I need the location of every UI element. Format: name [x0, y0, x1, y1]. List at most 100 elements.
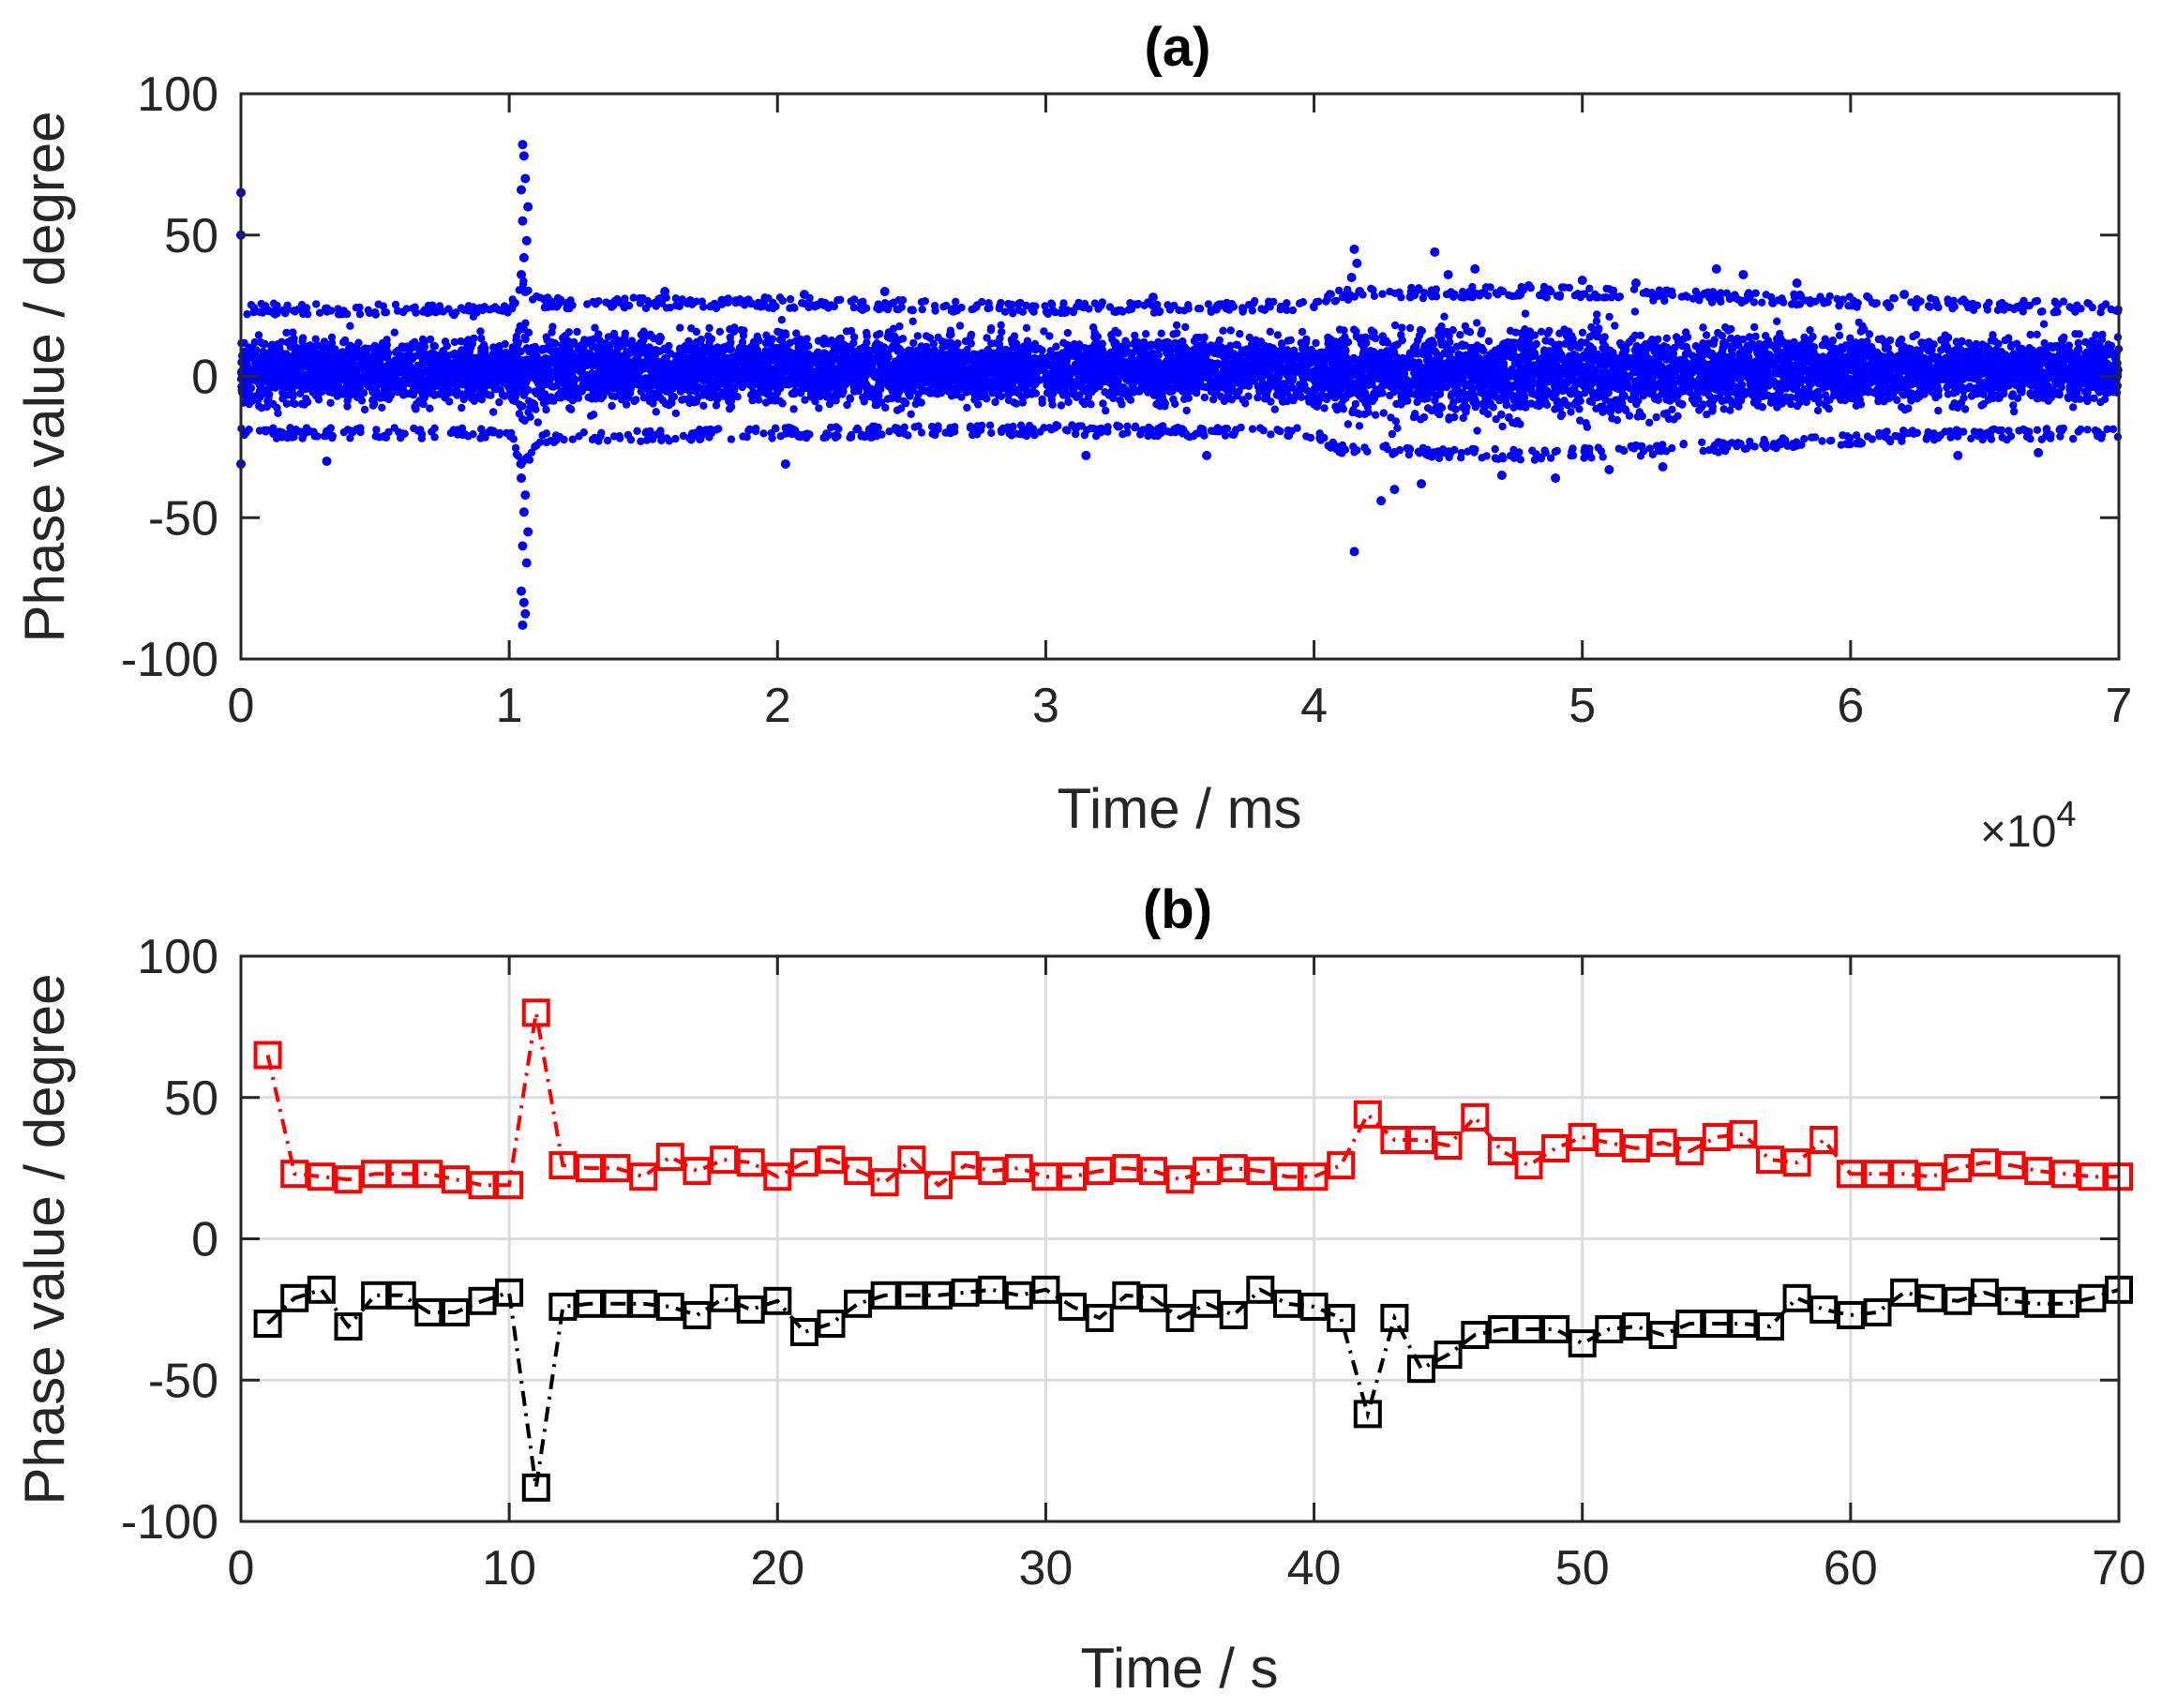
- scatter-point: [1142, 330, 1150, 338]
- scatter-point: [1575, 405, 1584, 413]
- scatter-point: [1726, 406, 1734, 414]
- scatter-point: [1702, 331, 1711, 339]
- scatter-point: [1652, 412, 1660, 422]
- scatter-point: [1977, 401, 1986, 410]
- scatter-point: [1506, 326, 1515, 335]
- scatter-point: [1040, 327, 1048, 336]
- scatter-point: [1773, 317, 1781, 325]
- scatter-point: [1593, 310, 1601, 319]
- scatter-point: [997, 321, 1005, 329]
- scatter-point: [254, 331, 263, 339]
- scatter-point: [1724, 326, 1733, 335]
- scatter-point: [1270, 405, 1280, 413]
- scatter-point: [1355, 422, 1364, 430]
- scatter-point: [346, 322, 354, 330]
- scatter-point: [1241, 399, 1250, 408]
- scatter-point: [450, 337, 459, 347]
- scatter-point: [458, 403, 466, 412]
- scatter-point: [430, 342, 440, 351]
- scatter-point: [378, 403, 386, 412]
- scatter-point: [1865, 330, 1874, 338]
- scatter-point: [441, 337, 450, 346]
- scatter-point: [2075, 330, 2083, 338]
- scatter-point: [1934, 406, 1943, 415]
- scatter-point: [1630, 307, 1640, 316]
- scatter-point: [1699, 323, 1707, 332]
- scatter-point: [913, 332, 922, 340]
- scatter-point: [1440, 312, 1449, 321]
- scatter-point: [1273, 331, 1283, 339]
- scatter-point: [1605, 312, 1614, 322]
- scatter-point: [1447, 392, 1456, 400]
- scatter-point: [1435, 410, 1444, 419]
- scatter-point: [289, 328, 297, 337]
- scatter-point: [1874, 335, 1884, 344]
- scatter-point: [604, 333, 613, 341]
- panel-a-title: (a): [1145, 17, 1211, 78]
- scatter-point: [1672, 333, 1681, 341]
- scatter-point: [360, 405, 369, 414]
- scatter-point: [1645, 418, 1654, 427]
- scatter-point: [777, 316, 786, 324]
- scatter-point: [1521, 309, 1530, 318]
- scatter-point: [687, 324, 696, 333]
- scatter-point: [1473, 319, 1481, 327]
- scatter-point: [656, 334, 666, 342]
- scatter-point: [895, 322, 904, 331]
- scatter-point: [1753, 401, 1763, 410]
- scatter-point: [1379, 409, 1389, 417]
- scatter-point: [991, 397, 999, 407]
- scatter-point: [1837, 343, 1846, 352]
- scatter-point: [1449, 326, 1457, 335]
- scatter-point: [1398, 323, 1406, 332]
- scatter-point: [521, 335, 530, 344]
- scatter-point: [1714, 328, 1722, 337]
- scatter-point: [887, 344, 896, 352]
- scatter-point: [1245, 333, 1254, 342]
- scatter-point: [1099, 399, 1107, 408]
- scatter-point: [1335, 325, 1344, 334]
- scatter-point: [1416, 325, 1425, 335]
- scatter-point: [789, 405, 798, 413]
- scatter-point: [489, 408, 498, 416]
- scatter-point: [1111, 326, 1119, 336]
- scatter-point: [671, 409, 681, 418]
- scatter-point: [1172, 321, 1181, 330]
- scatter-point: [1157, 329, 1165, 337]
- scatter-point: [855, 345, 864, 353]
- scatter-point: [1209, 396, 1218, 404]
- scatter-point: [361, 344, 369, 352]
- scatter-point: [1498, 422, 1507, 431]
- scatter-point: [1045, 332, 1054, 340]
- scatter-point: [1478, 326, 1486, 335]
- scatter-point: [1567, 408, 1575, 416]
- scatter-point: [726, 340, 734, 350]
- scatter-point: [429, 390, 438, 398]
- scatter-point: [354, 338, 363, 347]
- scatter-point: [1181, 322, 1190, 332]
- scatter-point: [652, 408, 660, 416]
- scatter-point: [1773, 403, 1781, 412]
- scatter-point: [908, 317, 917, 325]
- scatter-point: [1226, 326, 1235, 335]
- scatter-point: [676, 323, 684, 332]
- scatter-point: [314, 396, 323, 404]
- scatter-point: [2004, 334, 2013, 342]
- panel-a-scatter: [236, 140, 2124, 630]
- scatter-point: [726, 404, 734, 413]
- scatter-point: [532, 405, 540, 413]
- scatter-point: [1813, 406, 1823, 415]
- scatter-point: [1578, 328, 1587, 337]
- scatter-point: [1537, 327, 1546, 336]
- scatter-point: [715, 327, 724, 336]
- scatter-point: [1834, 322, 1843, 331]
- scatter-point: [898, 335, 908, 343]
- scatter-point: [705, 323, 713, 333]
- scatter-point: [1312, 338, 1320, 348]
- scatter-point: [1636, 331, 1645, 339]
- scatter-point: [1200, 393, 1209, 402]
- scatter-point: [282, 328, 291, 337]
- scatter-point: [343, 402, 352, 411]
